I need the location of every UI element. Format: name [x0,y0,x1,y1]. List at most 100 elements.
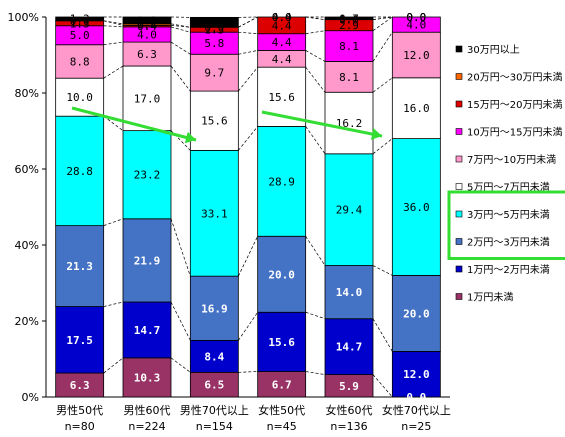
x-sample-size-label: n=224 [128,420,165,433]
data-label: 8.8 [70,55,90,68]
data-label: 9.7 [204,67,224,80]
series-connector-line [305,236,326,266]
series-connector-line [103,20,124,25]
trend-arrow-head [371,128,382,140]
bar-segment [391,350,441,398]
bar-segment [122,218,172,303]
bar-segment [189,149,239,277]
bar-segment [122,357,172,398]
data-label: 23.2 [134,169,161,182]
bar-segment [189,16,239,28]
series-connector-line [170,65,191,92]
x-tick-label: 男性50代 [56,403,103,417]
data-label: 10.3 [134,371,161,384]
trend-arrow-shaft [261,110,383,138]
data-label: 0.7 [339,12,359,25]
legend-swatch [455,45,463,53]
data-label: 2.6 [204,16,224,29]
legend-label: 1万円未満 [467,292,513,304]
x-sample-size-label: n=45 [267,420,297,433]
data-label: 1.3 [70,17,90,30]
data-label: 5.9 [339,380,359,393]
x-tick-label: 女性50代 [258,403,305,417]
data-label: 28.8 [66,165,93,178]
bar-segment [55,115,105,227]
y-tick-label: 60% [15,163,39,176]
data-label: 4.4 [272,53,292,66]
data-label: 8.4 [204,350,224,363]
data-label: 6.5 [204,379,224,392]
x-sample-size-label: n=154 [196,420,233,433]
data-label: 2.9 [339,19,359,32]
series-connector-line [372,138,393,155]
data-label: 14.7 [134,324,161,337]
trend-arrow-head [184,131,196,144]
x-tick-label: 男性60代 [124,403,171,417]
y-tick-label: 20% [15,315,39,328]
legend-swatch [455,265,463,273]
data-label: 14.7 [336,341,363,354]
legend-swatch [455,128,463,135]
bar-segment [391,16,441,33]
data-label: 28.9 [268,175,295,188]
data-label: 20.0 [268,268,295,281]
data-label: 8.1 [339,40,359,53]
data-label: 14.0 [336,286,363,299]
data-label: 17.5 [66,334,93,347]
legend-swatch [455,238,463,245]
legend-swatch [455,183,463,190]
data-label: 0.0 [406,391,426,404]
data-label: 20.0 [403,307,430,320]
x-tick-label: 女性70代以上 [382,403,451,417]
series-connector-line [238,236,258,277]
data-label: 36.0 [403,201,430,214]
bar-segment [55,16,105,22]
data-label: 4.0 [406,19,426,32]
series-connector-line [305,371,326,375]
data-label: 0.0 [70,15,90,28]
trend-arrow-shaft [71,106,197,142]
x-sample-size-label: n=80 [65,420,95,433]
series-connector-line [103,301,124,307]
data-label: 21.9 [134,254,161,267]
y-tick-label: 0% [22,391,39,404]
legend-label: 1万円～2万円未満 [467,264,550,276]
legend-label: 20万円～30万円未満 [467,72,562,84]
series-connector-line [305,311,326,320]
series-connector-line [372,16,393,31]
data-label: 4.4 [272,36,292,49]
series-connector-line [305,126,326,155]
data-label: 12.0 [403,368,430,381]
bar-segment [324,16,374,21]
data-label: 16.0 [403,102,430,115]
bar-segment [55,306,105,374]
series-connector-line [103,218,124,226]
series-connector-line [170,41,191,55]
series-connector-line [103,25,124,28]
legend-swatch [455,293,463,300]
data-label: 15.6 [268,91,295,104]
legend-label: 3万円～5万円未満 [467,209,550,221]
legend-swatch [455,210,463,218]
legend-swatch [455,73,463,80]
bar-segment [55,225,105,307]
data-label: 21.3 [66,260,93,273]
legend-label: 7万円～10万円未満 [467,154,556,166]
bar-segment [324,30,374,62]
data-label: 4.4 [272,11,292,24]
legend-swatch [455,155,463,163]
legend-swatch [455,100,463,108]
bar-segment [189,339,239,373]
x-tick-label: 女性60代 [326,403,373,417]
data-label: 0.0 [406,11,426,24]
bar-segment [122,301,172,359]
data-label: 15.6 [268,336,295,349]
data-label: 12.0 [403,49,430,62]
bar-segment [257,16,307,35]
bar-segment [391,274,441,352]
data-label: 0.0 [339,14,359,27]
series-connector-line [372,265,393,276]
bar-segment [189,275,239,341]
bar-segment [189,53,239,92]
